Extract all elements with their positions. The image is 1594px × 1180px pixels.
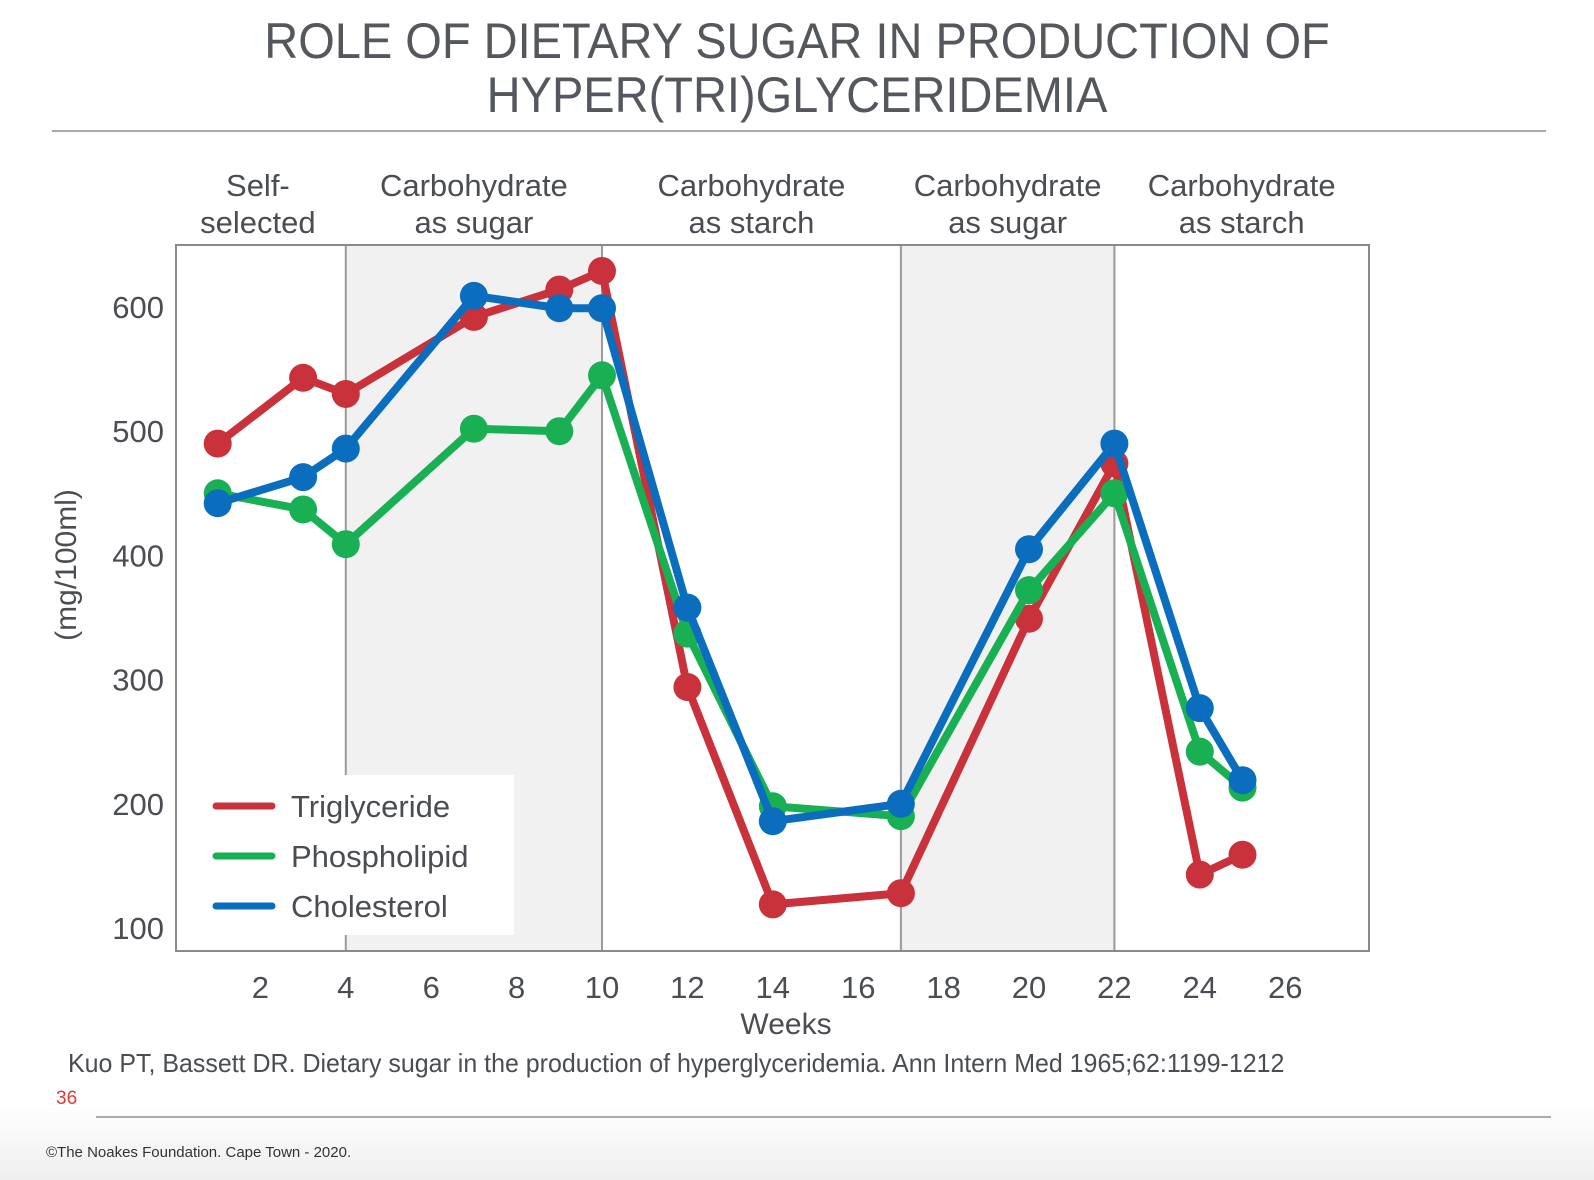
page-number: 36 <box>56 1088 78 1109</box>
data-point <box>673 673 702 702</box>
data-point <box>331 379 360 408</box>
data-point <box>331 434 360 463</box>
phase-label-line2: as sugar <box>948 205 1067 240</box>
phase-label-line2: as starch <box>689 205 815 240</box>
x-tick-label: 16 <box>841 970 875 1005</box>
x-tick-label: 4 <box>337 970 354 1005</box>
data-point <box>588 294 616 323</box>
slide-title-line2: HYPER(TRI)GLYCERIDEMIA <box>486 67 1108 123</box>
phase-label-line1: Carbohydrate <box>380 168 568 203</box>
data-point <box>459 414 488 443</box>
y-tick-label: 200 <box>112 787 164 822</box>
x-tick-label: 8 <box>508 970 525 1005</box>
legend-label: Triglyceride <box>291 789 450 824</box>
footer-background <box>0 1100 1594 1180</box>
data-point <box>1228 840 1257 869</box>
x-tick-label: 14 <box>756 970 790 1005</box>
data-point <box>1015 576 1043 605</box>
data-point <box>459 281 488 310</box>
y-tick-label: 300 <box>112 663 164 698</box>
phase-label-line2: as sugar <box>414 205 533 240</box>
data-point <box>588 361 616 390</box>
footer-divider <box>96 1116 1551 1118</box>
y-tick-label: 100 <box>112 911 164 946</box>
data-point <box>1100 429 1129 458</box>
data-point <box>588 256 616 285</box>
x-tick-label: 12 <box>670 970 704 1005</box>
data-point <box>545 294 574 323</box>
phase-label-line1: Carbohydrate <box>658 168 846 203</box>
data-point <box>1015 604 1043 633</box>
data-point <box>545 417 574 446</box>
x-tick-label: 2 <box>252 970 269 1005</box>
y-tick-label: 500 <box>112 414 164 449</box>
legend-label: Phospholipid <box>291 839 469 874</box>
x-tick-label: 18 <box>926 970 960 1005</box>
y-tick-label: 600 <box>112 290 164 325</box>
x-tick-label: 20 <box>1012 970 1046 1005</box>
series-group <box>203 256 1257 919</box>
x-axis-label: Weeks <box>740 1008 831 1041</box>
x-tick-label: 6 <box>423 970 440 1005</box>
title-divider <box>52 130 1546 132</box>
y-axis-ticks: 100 200 300 400 500 600 <box>112 290 164 946</box>
data-point <box>203 429 232 458</box>
phase-label-line2: as starch <box>1179 205 1305 240</box>
data-point <box>758 890 787 919</box>
data-point <box>1015 535 1043 564</box>
phase-label-line2: selected <box>200 205 315 240</box>
data-point <box>289 495 318 524</box>
data-point <box>886 789 915 818</box>
data-point <box>886 879 915 908</box>
citation: Kuo PT, Bassett DR. Dietary sugar in the… <box>68 1048 1285 1078</box>
phase-label-line1: Carbohydrate <box>914 168 1102 203</box>
data-point <box>1228 766 1257 795</box>
phase-label-line1: Carbohydrate <box>1148 168 1336 203</box>
data-point <box>758 807 787 836</box>
series-phospholipid <box>203 361 1257 831</box>
data-point <box>331 530 360 559</box>
slide-title: ROLE OF DIETARY SUGAR IN PRODUCTION OF H… <box>48 14 1546 122</box>
series-cholesterol <box>203 281 1257 836</box>
data-point <box>203 489 232 518</box>
data-point <box>289 463 318 492</box>
x-tick-label: 26 <box>1268 970 1302 1005</box>
x-tick-label: 22 <box>1097 970 1131 1005</box>
x-axis-ticks: 2 4 6 8 10 12 14 16 18 20 22 24 26 <box>252 970 1303 1005</box>
legend-label: Cholesterol <box>291 889 448 924</box>
data-point <box>1185 694 1214 723</box>
phase-label-line1: Self- <box>226 168 290 203</box>
x-tick-label: 24 <box>1183 970 1217 1005</box>
slide-title-line1: ROLE OF DIETARY SUGAR IN PRODUCTION OF <box>264 13 1330 69</box>
data-point <box>1185 737 1214 766</box>
y-tick-label: 400 <box>112 538 164 573</box>
data-point <box>289 363 318 392</box>
data-point <box>1185 860 1214 889</box>
plot-frame <box>175 244 1370 952</box>
data-point <box>1100 479 1129 508</box>
copyright: ©The Noakes Foundation. Cape Town - 2020… <box>46 1144 352 1161</box>
data-point <box>673 593 702 622</box>
y-axis-label: (mg/100ml) <box>50 489 83 641</box>
x-tick-label: 10 <box>585 970 619 1005</box>
legend: Triglyceride Phospholipid Cholesterol <box>196 775 514 935</box>
